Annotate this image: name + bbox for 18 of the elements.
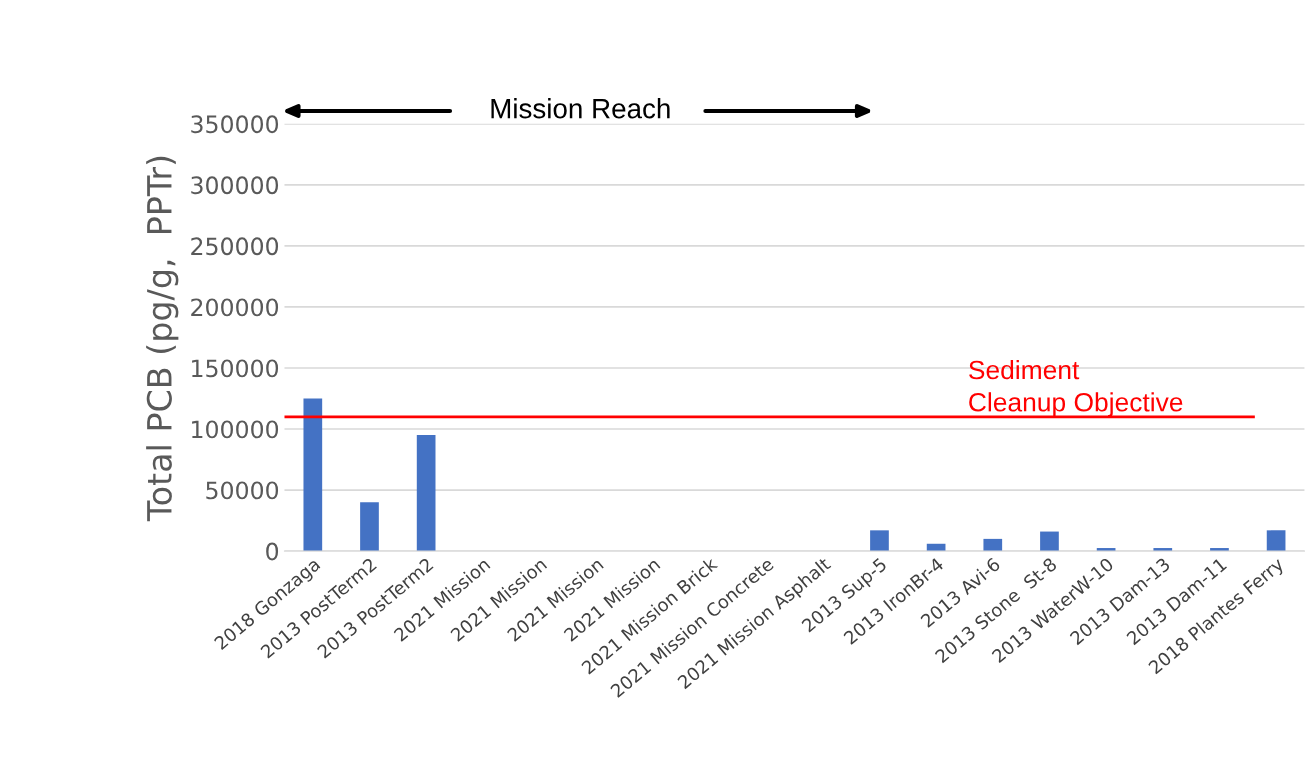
y-tick-label: 100000	[192, 420, 279, 439]
y-tick-label: 150000	[192, 359, 279, 378]
y-tick-label: 0	[266, 542, 279, 561]
bar	[1040, 531, 1059, 552]
y-tick-label: 250000	[191, 237, 279, 256]
bar	[303, 398, 323, 552]
bar	[983, 538, 1003, 552]
bar	[360, 502, 379, 552]
y-axis-title: Total PCB (pg/g, PPTr)	[146, 156, 179, 522]
text: Mission Reach	[491, 98, 670, 119]
ref-line-label: Sediment Cleanup Objective	[969, 359, 1183, 417]
bar	[1266, 530, 1286, 552]
y-tick-label: 300000	[191, 176, 279, 195]
y-tick-label: 50000	[206, 481, 279, 500]
y-tick-label: 200000	[191, 298, 279, 317]
y-tick-label: 350000	[191, 115, 279, 134]
bar	[870, 530, 889, 552]
bar	[416, 435, 436, 552]
